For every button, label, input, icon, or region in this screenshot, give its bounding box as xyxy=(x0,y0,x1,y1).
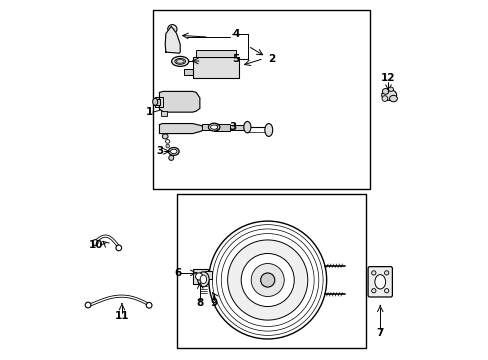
Bar xyxy=(176,194,365,348)
Ellipse shape xyxy=(389,95,397,102)
Text: 7: 7 xyxy=(376,328,383,338)
Circle shape xyxy=(371,271,375,275)
Circle shape xyxy=(241,253,294,307)
Bar xyxy=(196,50,235,57)
Polygon shape xyxy=(159,91,200,112)
Circle shape xyxy=(195,273,203,280)
Circle shape xyxy=(384,271,388,275)
Text: 3: 3 xyxy=(156,147,163,157)
FancyBboxPatch shape xyxy=(367,267,391,297)
Circle shape xyxy=(167,24,177,34)
Polygon shape xyxy=(165,26,180,53)
Ellipse shape xyxy=(165,140,169,143)
Circle shape xyxy=(251,264,284,297)
Text: 4: 4 xyxy=(232,28,240,39)
Text: 6: 6 xyxy=(174,268,181,278)
Polygon shape xyxy=(159,123,203,134)
Text: 10: 10 xyxy=(89,240,103,250)
Bar xyxy=(183,69,193,75)
Ellipse shape xyxy=(264,123,272,136)
Bar xyxy=(201,124,214,130)
Ellipse shape xyxy=(171,57,188,66)
Circle shape xyxy=(92,240,98,246)
Ellipse shape xyxy=(244,121,250,133)
Circle shape xyxy=(260,273,274,287)
Ellipse shape xyxy=(382,89,388,94)
Circle shape xyxy=(85,302,91,308)
Bar xyxy=(154,99,160,105)
Bar xyxy=(193,269,207,284)
Ellipse shape xyxy=(197,272,209,287)
Circle shape xyxy=(146,302,152,308)
Circle shape xyxy=(371,289,375,293)
Circle shape xyxy=(168,156,173,160)
Text: 2: 2 xyxy=(267,54,274,64)
Text: 1: 1 xyxy=(145,107,152,117)
Bar xyxy=(192,57,239,78)
Text: 11: 11 xyxy=(115,311,129,321)
Circle shape xyxy=(227,240,307,320)
Ellipse shape xyxy=(168,148,179,156)
Text: 12: 12 xyxy=(381,73,395,83)
Text: 5: 5 xyxy=(232,54,240,64)
Text: 8: 8 xyxy=(196,298,203,308)
Circle shape xyxy=(384,289,388,293)
Circle shape xyxy=(381,96,387,102)
Ellipse shape xyxy=(210,125,217,129)
Ellipse shape xyxy=(208,123,220,131)
Text: 9: 9 xyxy=(210,298,217,308)
Bar xyxy=(230,125,244,130)
Bar xyxy=(214,123,230,131)
Bar xyxy=(153,10,369,189)
Circle shape xyxy=(165,144,169,148)
Ellipse shape xyxy=(162,134,168,139)
Ellipse shape xyxy=(170,149,177,154)
Ellipse shape xyxy=(176,60,184,63)
Circle shape xyxy=(116,245,122,251)
Text: 3: 3 xyxy=(229,122,236,132)
Ellipse shape xyxy=(374,275,385,289)
Ellipse shape xyxy=(381,90,396,100)
Circle shape xyxy=(169,28,175,33)
Circle shape xyxy=(208,221,326,339)
Bar xyxy=(160,111,166,116)
Bar xyxy=(155,97,163,107)
Ellipse shape xyxy=(387,87,393,91)
Ellipse shape xyxy=(200,275,206,284)
Ellipse shape xyxy=(152,98,157,105)
Ellipse shape xyxy=(175,59,185,64)
Bar xyxy=(205,271,211,279)
